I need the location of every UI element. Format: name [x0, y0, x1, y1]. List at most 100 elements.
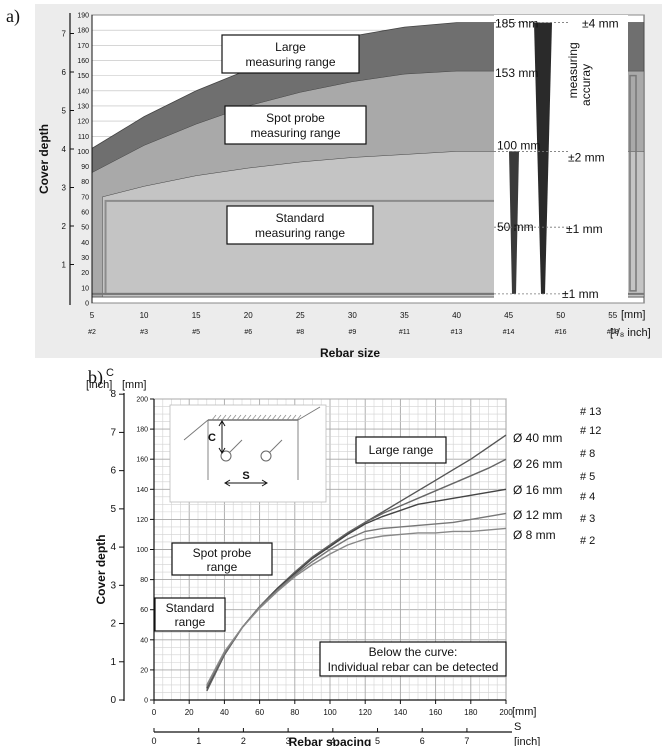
chart-b-inset-hatch — [276, 414, 282, 421]
chart-b-inset-rebar-0 — [220, 450, 232, 462]
chart-b-inset-hatch — [291, 414, 297, 421]
chart-b-xtick-mm: 200 — [499, 708, 513, 717]
panel-a-label: a) — [6, 6, 20, 26]
chart-b-series-line-4 — [206, 527, 507, 686]
chart-b-inset-rebar-1 — [260, 450, 272, 462]
chart-a-ytick-mm: 60 — [81, 210, 89, 217]
chart-b-spot-label-2: range — [207, 560, 238, 574]
chart-b-inset-edge-right — [297, 406, 321, 421]
chart-b-xtick-mm: 100 — [323, 708, 337, 717]
chart-a-region-box-0 — [221, 34, 360, 74]
chart-a-ytick-mm: 30 — [81, 255, 89, 262]
chart-b-bar-label: # 3 — [580, 513, 595, 525]
chart-b-xlabel: Rebar spacing — [289, 735, 372, 746]
chart-a-xtick-bar: #2 — [88, 329, 96, 336]
chart-b-inset-hatch — [226, 414, 232, 421]
chart-b-xtick-mm: 60 — [255, 708, 264, 717]
chart-b-series-label-1: Ø 26 mm — [513, 457, 562, 471]
chart-a-ytick-mm: 100 — [77, 149, 89, 156]
chart-b-inset-box — [169, 404, 327, 503]
chart-b-standard-label-2: range — [175, 615, 206, 629]
chart-a-ytick-inch: 5 — [62, 106, 67, 115]
chart-b-x-axis-letter: S — [514, 721, 521, 733]
chart-a-ytick-mm: 50 — [81, 225, 89, 232]
chart-b-xtick-mm: 20 — [185, 708, 194, 717]
chart-a-xtick-bar: #8 — [296, 329, 304, 336]
chart-b-xtick-mm: 120 — [359, 708, 373, 717]
chart-a-xtick-mm: 30 — [348, 311, 357, 320]
chart-b-xtick-inch: 0 — [151, 736, 156, 746]
chart-a-accuracy-panel: 185 mm ±4 mm 153 mm 100 mm ±2 mm 50 mm ±1 mm ±1… — [494, 15, 628, 301]
chart-b-ytick-mm: 200 — [136, 397, 148, 404]
chart-a-ylabel: Cover depth — [37, 124, 51, 194]
chart-a-xtick-mm: 40 — [452, 311, 461, 320]
chart-a-xtick-bar: #18 — [607, 329, 619, 336]
chart-b-inset-s-arrows — [224, 479, 268, 487]
chart-a-ytick-mm: 160 — [77, 58, 89, 65]
chart-a-ytick-mm: 20 — [81, 270, 89, 277]
chart-b-yunit-inch: [inch] — [86, 379, 112, 391]
chart-b-inset-hatch — [231, 414, 237, 421]
chart-b-bar-label: # 4 — [580, 491, 595, 503]
chart-b-inset-hatch — [241, 414, 247, 421]
chart-b-inset-hatch — [221, 414, 227, 421]
chart-a-xtick-mm: 10 — [140, 311, 149, 320]
chart-a-ytick-inch: 3 — [62, 183, 67, 192]
chart-a-measuring-ranges: 185 mm ±4 mm 153 mm 100 mm ±2 mm 50 mm ±1 mm ±1… — [37, 13, 651, 361]
chart-a-xunit-inch: [¹/₈ inch] — [610, 327, 651, 339]
chart-b-xunit-inch: [inch] — [514, 736, 540, 746]
chart-b-y-axis-letter: C — [106, 367, 114, 379]
chart-a-xtick-bar: #3 — [140, 329, 148, 336]
chart-a-ytick-mm: 0 — [85, 301, 89, 308]
chart-b-xtick-mm: 160 — [429, 708, 443, 717]
chart-a-ytick-mm: 190 — [77, 13, 89, 20]
chart-b-cover-vs-spacing: CS 020406080100120140160180200012345678C… — [86, 367, 601, 746]
chart-b-series-lines — [206, 434, 507, 692]
chart-b-bar-label: # 5 — [580, 471, 595, 483]
chart-a-axes: 0102030405060708090100110120130140150160… — [37, 13, 651, 361]
chart-b-inset-hatch — [256, 414, 262, 421]
chart-a-xtick-bar: #5 — [192, 329, 200, 336]
chart-b-inset-hatch — [266, 414, 272, 421]
chart-a-region-label-0-line1: Large — [275, 40, 306, 54]
chart-b-inset-hatch — [246, 414, 252, 421]
chart-b-series-label-0: Ø 40 mm — [513, 431, 562, 445]
chart-a-ytick-mm: 80 — [81, 179, 89, 186]
chart-b-large-label: Large range — [369, 443, 434, 457]
chart-a-ytick-inch: 7 — [62, 29, 67, 38]
chart-b-xtick-inch: 5 — [375, 736, 380, 746]
chart-a-ytick-mm: 180 — [77, 28, 89, 35]
chart-b-ytick-mm: 160 — [136, 457, 148, 464]
chart-b-ytick-mm: 100 — [136, 547, 148, 554]
chart-b-large-box — [355, 436, 447, 464]
chart-a-ytick-mm: 130 — [77, 103, 89, 110]
chart-a-ytick-inch: 1 — [62, 260, 67, 269]
chart-b-ytick-inch: 2 — [110, 619, 116, 630]
chart-a-xtick-bar: #13 — [451, 329, 463, 336]
chart-a-region-label-2-line1: Standard — [276, 211, 325, 225]
chart-b-ytick-mm: 40 — [140, 637, 148, 644]
chart-b-series-line-3 — [206, 512, 507, 687]
chart-a-xtick-mm: 15 — [192, 311, 201, 320]
chart-b-series-label-3: Ø 12 mm — [513, 508, 562, 522]
chart-b-spot-box — [171, 542, 273, 576]
chart-b-xtick-mm: 80 — [290, 708, 299, 717]
chart-a-tol-1b: ±1 mm — [562, 287, 599, 301]
chart-b-inset-hatch — [236, 414, 242, 421]
chart-a-xtick-mm: 55 — [608, 311, 617, 320]
chart-b-annotations: Ø 40 mm Ø 26 mm Ø 16 mm Ø 12 mm Ø 8 mm # 13 # … — [154, 406, 601, 677]
chart-a-region-box-1 — [224, 105, 367, 145]
chart-a-xtick-bar: #9 — [348, 329, 356, 336]
chart-b-standard-box — [154, 597, 226, 632]
chart-b-ytick-mm: 60 — [140, 607, 148, 614]
chart-b-xtick-inch: 1 — [196, 736, 201, 746]
chart-b-ytick-inch: 8 — [110, 389, 116, 400]
chart-a-tol-2: ±2 mm — [568, 150, 605, 164]
chart-a-ytick-mm: 140 — [77, 88, 89, 95]
chart-b-inset-c-label: C — [208, 432, 216, 444]
chart-a-region-label-1-line1: Spot probe — [266, 111, 325, 125]
chart-a-depth-100: 100 mm — [497, 138, 540, 152]
chart-b-inset-edge-left — [183, 419, 209, 441]
chart-b-xunit-mm: [mm] — [512, 706, 536, 718]
chart-a-right-border — [629, 74, 637, 292]
